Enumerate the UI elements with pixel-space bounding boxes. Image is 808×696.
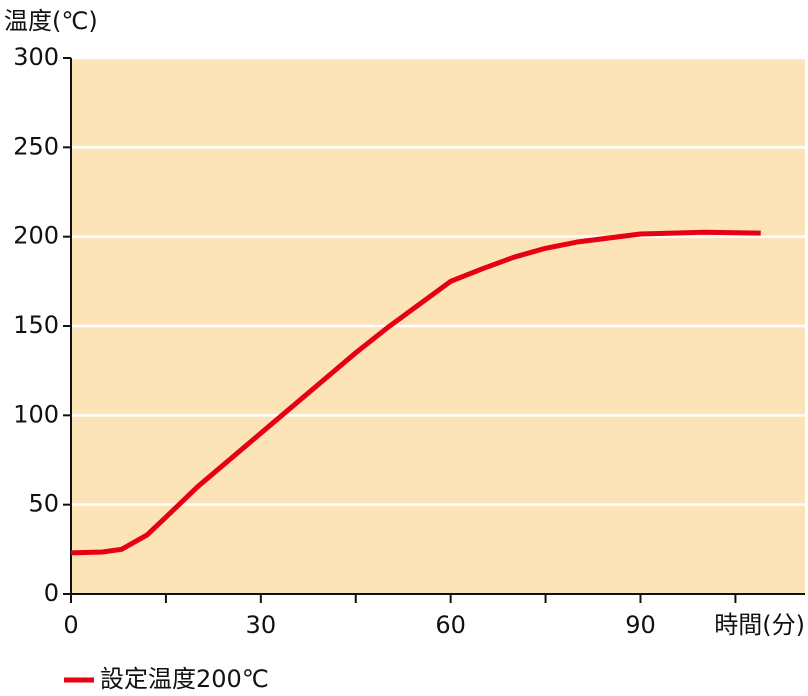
x-tick-label: 90 <box>625 611 656 639</box>
y-axis-label: 温度(℃) <box>4 7 98 35</box>
y-tick-label: 150 <box>13 311 59 339</box>
y-tick-label: 0 <box>44 579 59 607</box>
y-tick-label: 300 <box>13 43 59 71</box>
x-tick-label: 60 <box>435 611 466 639</box>
x-axis-label: 時間(分) <box>714 611 805 639</box>
y-tick-label: 50 <box>28 490 59 518</box>
y-tick-label: 200 <box>13 222 59 250</box>
line <box>70 229 761 556</box>
y-tick-label: 100 <box>13 400 59 428</box>
legend-label: 設定温度200℃ <box>100 665 269 693</box>
x-tick-label: 30 <box>246 611 277 639</box>
x-tick-label: 0 <box>63 611 78 639</box>
y-tick-label: 250 <box>13 132 59 160</box>
